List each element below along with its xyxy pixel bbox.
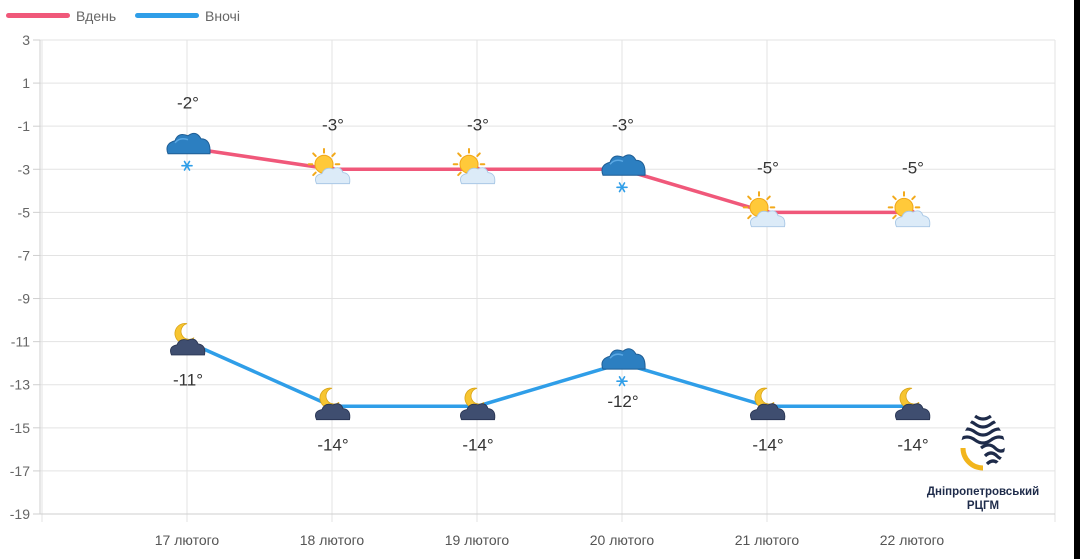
moon-cloud-icon [894,387,931,421]
y-tick-label: -1 [18,118,31,134]
data-label: -11° [173,371,203,390]
legend-swatch-night [135,13,199,18]
x-tick-label: 17 лютого [155,532,220,548]
legend: Вдень Вночі [6,8,240,24]
data-label: -3° [467,115,489,134]
legend-item-night[interactable]: Вночі [135,8,240,24]
x-tick-label: 18 лютого [300,532,365,548]
y-tick-label: -13 [10,377,30,393]
data-label: -14° [317,435,348,454]
y-tick-label: -9 [18,291,31,307]
legend-label-night: Вночі [205,8,240,24]
logo: Дніпропетровський РЦГМ [927,405,1039,512]
sun-cloud-icon [742,191,786,228]
sun-cloud-icon [452,147,496,185]
y-tick-label: -15 [10,420,30,436]
y-tick-label: -11 [11,334,30,350]
data-label: -3° [322,115,344,134]
series-lines [184,144,915,410]
data-labels: -2° -3° -3° -3° -5° -5° -11° -14° -14° -12° -14° -1… [173,94,929,455]
x-axis: 17 лютого 18 лютого 19 лютого 20 лютого 21 л… [40,513,1055,548]
data-label: -2° [177,94,199,113]
sun-cloud-icon [307,147,351,185]
weather-icons [166,132,931,421]
y-tick-label: -7 [18,247,31,263]
legend-label-day: Вдень [76,8,116,24]
data-label: -5° [902,158,924,177]
drop-logo-icon [960,405,1005,471]
moon-cloud-icon [169,323,206,356]
y-axis: 3 1 -1 -3 -5 -7 -9 -11 -13 -15 -17 -19 [10,32,41,522]
legend-item-day[interactable]: Вдень [6,8,116,24]
y-tick-label: -3 [18,161,31,177]
data-label: -14° [752,435,783,454]
cloud-snow-icon [601,154,646,193]
x-tick-label: 22 лютого [880,532,945,548]
x-tick-label: 19 лютого [445,532,510,548]
y-tick-label: 1 [22,75,30,91]
data-label: -12° [607,392,638,411]
logo-line-2: РЦГМ [967,500,999,512]
data-label: -14° [462,435,493,454]
sun-cloud-icon [887,191,931,228]
window-edge [1074,0,1080,559]
series-line-night [186,340,912,409]
x-tick-label: 21 лютого [735,532,800,548]
data-label: -14° [897,435,928,454]
cloud-snow-icon [166,132,211,171]
x-tick-label: 20 лютого [590,532,655,548]
y-tick-label: -17 [10,463,30,479]
logo-line-1: Дніпропетровський [927,486,1039,498]
series-line-day [186,145,912,215]
legend-swatch-day [6,13,70,18]
cloud-snow-icon [601,348,646,387]
data-label: -3° [612,115,634,134]
y-tick-label: -19 [10,506,30,522]
y-tick-label: -5 [18,204,31,220]
moon-cloud-icon [314,387,351,421]
data-label: -5° [757,158,779,177]
y-tick-label: 3 [22,32,30,48]
